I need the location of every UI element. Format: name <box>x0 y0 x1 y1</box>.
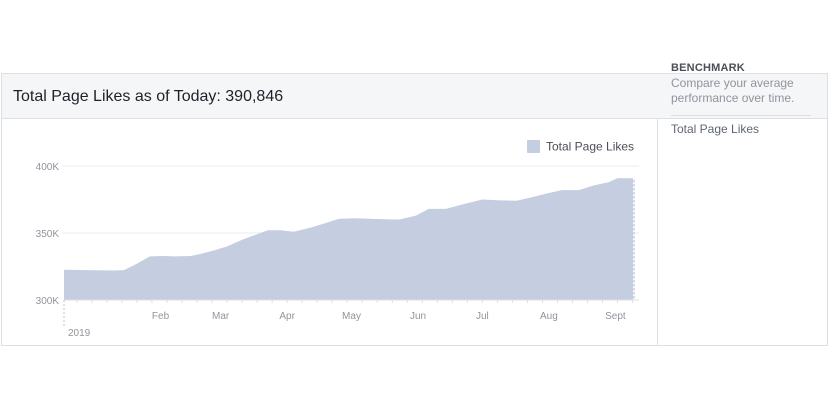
benchmark-panel: BENCHMARK Compare your average performan… <box>671 62 811 136</box>
legend-label: Total Page Likes <box>546 140 634 154</box>
x-tick-label: May <box>342 311 361 322</box>
y-axis-labels: 300K 350K 400K <box>36 162 60 307</box>
x-axis: 2019 Feb Mar Apr May Jun Jul Aug Sept <box>63 299 639 339</box>
benchmark-description: Compare your average performance over ti… <box>671 76 795 105</box>
legend[interactable]: Total Page Likes <box>527 140 634 154</box>
legend-swatch <box>527 140 540 153</box>
panel-divider <box>657 119 658 346</box>
chart-area: 2019 Feb Mar Apr May Jun Jul Aug Sept 300K 350K 40… <box>2 119 657 346</box>
x-tick-label: Mar <box>212 311 230 322</box>
x-tick-label: Jul <box>476 311 489 322</box>
x-tick-label: Aug <box>540 311 558 322</box>
y-tick-label: 350K <box>36 229 60 240</box>
benchmark-title: BENCHMARK <box>671 62 745 74</box>
total-page-likes-chart: 2019 Feb Mar Apr May Jun Jul Aug Sept 300K 350K 40… <box>36 140 639 339</box>
card-header: Total Page Likes as of Today: 390,846 <box>2 74 827 119</box>
area-total-page-likes <box>64 178 635 300</box>
x-year-label: 2019 <box>68 328 91 339</box>
y-tick-label: 300K <box>36 296 60 307</box>
area-series <box>64 178 635 300</box>
page-title: Total Page Likes as of Today: 390,846 <box>13 88 284 105</box>
benchmark-divider <box>671 115 811 116</box>
x-tick-label: Sept <box>605 311 626 322</box>
page-likes-card: Total Page Likes as of Today: 390,846 20… <box>1 73 828 346</box>
x-tick-label: Feb <box>152 311 170 322</box>
y-tick-label: 400K <box>36 162 60 173</box>
x-tick-label: Apr <box>279 311 295 322</box>
benchmark-item-total-page-likes[interactable]: Total Page Likes <box>671 122 760 136</box>
x-tick-label: Jun <box>410 311 426 322</box>
